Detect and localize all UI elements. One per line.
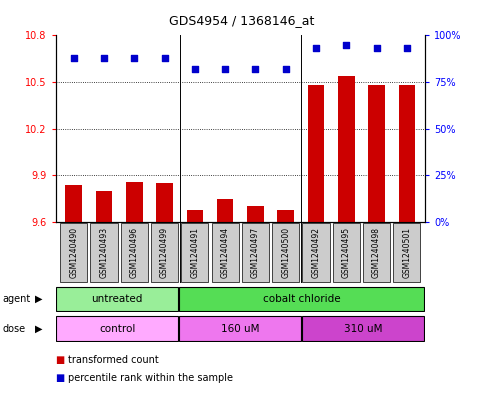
FancyBboxPatch shape bbox=[90, 223, 118, 282]
Text: GSM1240494: GSM1240494 bbox=[221, 227, 229, 278]
FancyBboxPatch shape bbox=[272, 223, 299, 282]
FancyBboxPatch shape bbox=[302, 223, 329, 282]
Text: cobalt chloride: cobalt chloride bbox=[263, 294, 341, 304]
FancyBboxPatch shape bbox=[56, 316, 178, 341]
Text: GSM1240493: GSM1240493 bbox=[99, 227, 109, 278]
FancyBboxPatch shape bbox=[60, 223, 87, 282]
FancyBboxPatch shape bbox=[179, 287, 425, 311]
Point bbox=[161, 55, 169, 61]
Bar bbox=[126, 182, 142, 222]
Text: GSM1240491: GSM1240491 bbox=[190, 227, 199, 278]
Text: GSM1240500: GSM1240500 bbox=[281, 227, 290, 278]
FancyBboxPatch shape bbox=[151, 223, 178, 282]
Bar bbox=[368, 85, 385, 222]
Text: GSM1240495: GSM1240495 bbox=[342, 227, 351, 278]
Point bbox=[70, 55, 78, 61]
Point bbox=[221, 66, 229, 72]
Text: GSM1240498: GSM1240498 bbox=[372, 227, 381, 278]
Point bbox=[252, 66, 259, 72]
Point bbox=[191, 66, 199, 72]
Point bbox=[403, 45, 411, 51]
Text: ■: ■ bbox=[56, 354, 65, 365]
Bar bbox=[338, 76, 355, 222]
Bar bbox=[277, 209, 294, 222]
Text: untreated: untreated bbox=[91, 294, 143, 304]
Bar bbox=[217, 199, 233, 222]
Text: transformed count: transformed count bbox=[68, 354, 158, 365]
FancyBboxPatch shape bbox=[179, 316, 301, 341]
Text: GSM1240496: GSM1240496 bbox=[130, 227, 139, 278]
Point bbox=[130, 55, 138, 61]
Bar bbox=[247, 206, 264, 222]
Text: GDS4954 / 1368146_at: GDS4954 / 1368146_at bbox=[169, 14, 314, 27]
Bar bbox=[186, 209, 203, 222]
Text: GSM1240490: GSM1240490 bbox=[69, 227, 78, 278]
Point bbox=[282, 66, 290, 72]
Bar bbox=[96, 191, 113, 222]
Text: 310 uM: 310 uM bbox=[344, 323, 383, 334]
Bar bbox=[65, 185, 82, 222]
FancyBboxPatch shape bbox=[242, 223, 269, 282]
Text: ■: ■ bbox=[56, 373, 65, 384]
FancyBboxPatch shape bbox=[212, 223, 239, 282]
Bar bbox=[156, 183, 173, 222]
Point bbox=[373, 45, 381, 51]
FancyBboxPatch shape bbox=[121, 223, 148, 282]
Text: control: control bbox=[99, 323, 135, 334]
Point bbox=[100, 55, 108, 61]
Point bbox=[342, 42, 350, 48]
FancyBboxPatch shape bbox=[56, 287, 178, 311]
FancyBboxPatch shape bbox=[333, 223, 360, 282]
Text: dose: dose bbox=[2, 323, 26, 334]
Text: ▶: ▶ bbox=[35, 323, 43, 334]
Bar bbox=[398, 85, 415, 222]
FancyBboxPatch shape bbox=[181, 223, 209, 282]
FancyBboxPatch shape bbox=[393, 223, 421, 282]
FancyBboxPatch shape bbox=[363, 223, 390, 282]
Bar bbox=[308, 85, 325, 222]
Text: GSM1240499: GSM1240499 bbox=[160, 227, 169, 278]
Text: ▶: ▶ bbox=[35, 294, 43, 304]
Text: GSM1240501: GSM1240501 bbox=[402, 227, 412, 278]
FancyBboxPatch shape bbox=[302, 316, 425, 341]
Text: GSM1240492: GSM1240492 bbox=[312, 227, 321, 278]
Text: GSM1240497: GSM1240497 bbox=[251, 227, 260, 278]
Text: agent: agent bbox=[2, 294, 30, 304]
Point bbox=[312, 45, 320, 51]
Text: percentile rank within the sample: percentile rank within the sample bbox=[68, 373, 233, 384]
Text: 160 uM: 160 uM bbox=[221, 323, 259, 334]
